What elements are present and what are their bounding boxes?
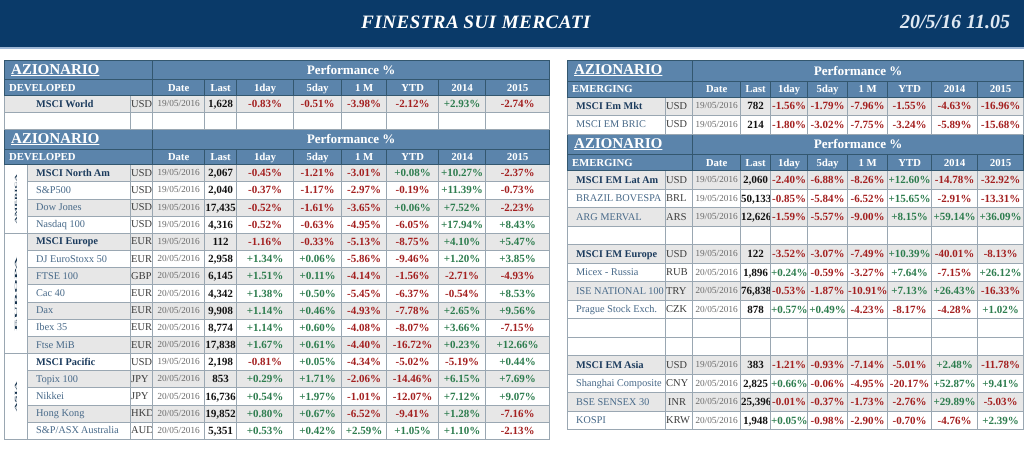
svg-text:ASIA: ASIA	[15, 381, 19, 412]
svg-text:AMERICA: AMERICA	[15, 174, 19, 224]
svg-text:EUROPA: EUROPA	[15, 256, 19, 330]
